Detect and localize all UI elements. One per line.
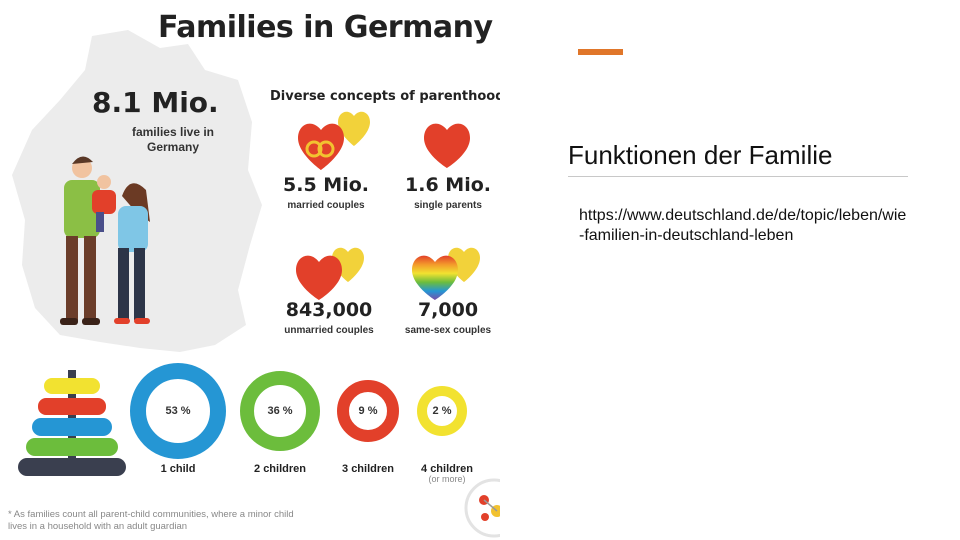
ring-2-children xyxy=(240,371,320,451)
ring-4-children-label: 4 children xyxy=(421,463,473,475)
married-couples-label: married couples xyxy=(287,200,365,211)
unmarried-couples-value: 843,000 xyxy=(285,299,373,321)
unmarried-couples-label: unmarried couples xyxy=(284,325,374,336)
ring-4-children-note: (or more) xyxy=(428,474,466,484)
heading-divider xyxy=(568,176,908,177)
ring-1-child xyxy=(130,363,226,459)
total-families-value: 8.1 Mio. xyxy=(92,86,219,119)
infographic-footnote: * As families count all parent-child com… xyxy=(8,509,294,532)
infographic-title: Families in Germany xyxy=(158,10,493,45)
same-sex-couples-label: same-sex couples xyxy=(404,325,492,336)
deutschland-de-logo xyxy=(464,478,500,538)
source-link[interactable]: https://www.deutschland.de/de/topic/lebe… xyxy=(579,207,907,244)
ring-2-children-percent: 36 % xyxy=(267,405,293,417)
same-sex-couples-value: 7,000 xyxy=(417,299,479,321)
ring-1-child-label: 1 child xyxy=(160,463,196,475)
married-couples-value: 5.5 Mio. xyxy=(283,174,369,196)
ring-1-child-percent: 53 % xyxy=(165,405,191,417)
ring-4-children xyxy=(417,386,467,436)
double-heart-icon xyxy=(296,247,364,300)
wedding-rings-heart-icon xyxy=(298,111,370,170)
accent-bar xyxy=(578,49,623,55)
families-infographic: Families in Germany 8.1 Mio. families li… xyxy=(8,10,500,538)
slide-heading: Funktionen der Familie xyxy=(568,140,833,170)
ring-2-children-label: 2 children xyxy=(254,463,306,475)
single-parents-value: 1.6 Mio. xyxy=(405,174,491,196)
ring-stack-toy-icon xyxy=(18,370,126,476)
ring-3-children xyxy=(337,380,399,442)
red-heart-icon xyxy=(424,123,470,168)
infographic-graphics xyxy=(12,30,500,538)
single-parents-label: single parents xyxy=(414,200,482,211)
ring-3-children-label: 3 children xyxy=(342,463,394,475)
ring-3-children-percent: 9 % xyxy=(358,405,378,417)
concepts-heading: Diverse concepts of parenthood xyxy=(270,89,500,104)
total-families-label: families live in Germany xyxy=(131,125,215,154)
rainbow-heart-icon xyxy=(412,247,480,300)
ring-4-children-percent: 2 % xyxy=(432,405,452,417)
family-illustration xyxy=(60,156,150,325)
